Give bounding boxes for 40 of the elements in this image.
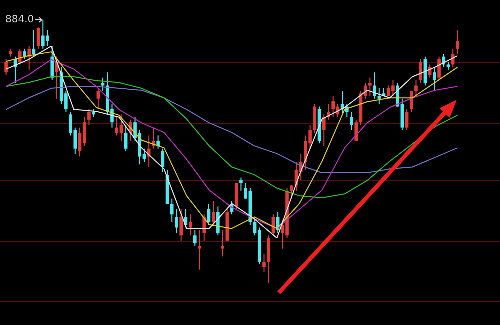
candlestick [101, 77, 105, 92]
candlestick [88, 108, 91, 126]
candlestick [115, 116, 119, 136]
candlestick [36, 27, 40, 50]
candlestick [28, 46, 31, 70]
candlestick [221, 230, 224, 258]
candlestick [50, 46, 54, 81]
candlestick [410, 90, 414, 113]
candlestick [350, 112, 354, 131]
candlestick [414, 80, 418, 97]
candlestick [405, 108, 409, 131]
candlestick [170, 198, 174, 224]
candlestick [188, 214, 192, 236]
candlestick [175, 208, 178, 234]
candlestick [438, 56, 441, 81]
candlestick [322, 114, 326, 147]
candlestick [156, 135, 160, 150]
candlestick [124, 124, 128, 152]
candlestick [4, 58, 8, 76]
candlestick [290, 185, 294, 200]
candlestick [240, 177, 243, 192]
candlestick [419, 58, 423, 84]
candlestick [198, 230, 202, 270]
candlestick [378, 88, 382, 105]
candlestick [373, 72, 376, 100]
candlestick [180, 208, 183, 242]
candlestick [433, 66, 436, 92]
candlestick [368, 77, 372, 97]
candlestick [262, 254, 266, 273]
candlestick [354, 119, 358, 142]
candlestick [234, 182, 238, 210]
candlestick [267, 235, 271, 284]
candlestick [216, 206, 220, 236]
candlestick [193, 230, 197, 247]
candlestick [18, 48, 22, 66]
candlestick [456, 30, 460, 55]
candlestick [23, 48, 26, 60]
annotation: 884.0 [6, 14, 34, 26]
candlestick [96, 88, 100, 110]
candlestick [313, 104, 317, 134]
